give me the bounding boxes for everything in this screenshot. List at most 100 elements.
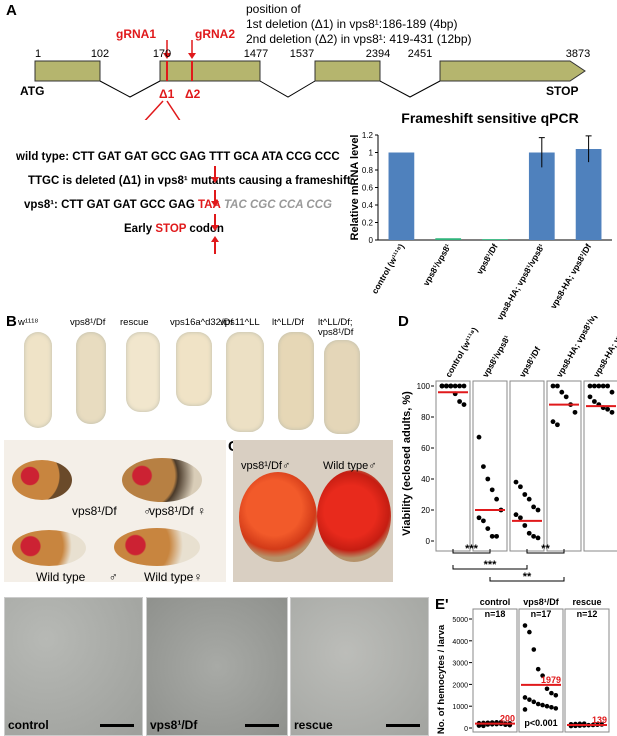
viability-y-label: Viability (eclosed adults, %)	[401, 391, 413, 536]
larvae-row: w¹¹¹⁸ vps8¹/Df rescue vps16a^d32/Df vps11^LL…	[16, 318, 361, 438]
viability-point	[439, 383, 445, 389]
viability-point	[526, 530, 532, 536]
hemocyte-point	[527, 697, 532, 702]
intron-2	[259, 80, 316, 98]
grna2-label: gRNA2	[195, 27, 235, 41]
viability-point	[481, 464, 486, 469]
position-label: 2451	[408, 48, 432, 60]
qpcr-chart: Frameshift sensitive qPCR 0 0.2 0.4 0.6 0.8 1 1…	[349, 110, 612, 320]
position-label: 170	[153, 48, 171, 60]
intron-3	[379, 80, 441, 98]
position-label: 1537	[290, 48, 314, 60]
larva-2: rescue	[120, 318, 172, 438]
hemocyte-n-label: n=12	[577, 609, 598, 619]
eye-left	[239, 472, 317, 562]
viability-point	[531, 533, 536, 539]
viability-chart: Viability (eclosed adults, %) 0 20 40 60 80 10…	[401, 316, 617, 583]
deletion-line-1: 1st deletion (Δ1) in vps8¹:186-189 (4bp)	[246, 17, 458, 31]
qpcr-tick-label: 0	[369, 236, 374, 245]
viability-point	[526, 496, 532, 502]
viability-point	[494, 533, 499, 539]
fly-label-1: vps8¹/Df ♂	[72, 504, 153, 518]
fly-3	[12, 530, 86, 566]
hemocyte-n-label: n=18	[485, 609, 506, 619]
viability-point	[550, 383, 556, 389]
fly-label-4: Wild type♀	[144, 570, 203, 584]
viability-point	[592, 383, 597, 389]
hemocyte-point	[544, 686, 550, 692]
viability-point	[476, 515, 482, 521]
hemocyte-point	[540, 702, 545, 708]
position-label: 1	[35, 48, 41, 60]
hemocyte-point	[540, 673, 545, 678]
viability-point	[592, 399, 597, 404]
delta1-label: Δ1	[159, 87, 175, 101]
viability-tick-label: 80	[421, 413, 430, 422]
hemocyte-image-vps8: vps8¹/Df	[146, 597, 288, 736]
qpcr-tick-label: 1	[369, 149, 374, 158]
eye-photo: vps8¹/Df♂ Wild type♂	[233, 440, 393, 582]
larva-0: w¹¹¹⁸	[18, 318, 70, 438]
larva-body	[324, 340, 360, 434]
viability-point	[555, 383, 560, 389]
genotype-label: vps8¹/Df	[70, 317, 106, 328]
hemocyte-category-label: control	[480, 597, 511, 607]
eye-right	[317, 470, 391, 562]
significance-label: ***	[465, 543, 479, 555]
genotype-label: vps11^LL	[220, 317, 260, 328]
significance-label: **	[541, 543, 550, 555]
fly-4	[114, 528, 200, 566]
viability-point	[572, 409, 578, 415]
viability-category-label: vps8-HA; vps8¹/Df	[591, 316, 617, 379]
viability-category-label: vps8¹/vps8¹	[480, 333, 512, 379]
eye-right-label: Wild type♂	[323, 460, 377, 472]
exon-2	[159, 60, 261, 82]
qpcr-category-label: control (w¹¹¹⁸)	[369, 242, 406, 296]
qpcr-tick-label: 0.2	[362, 219, 374, 228]
viability-point	[461, 383, 467, 389]
position-label: 3873	[566, 48, 590, 60]
larva-body	[126, 332, 160, 412]
qpcr-bar	[575, 149, 602, 240]
mutant-prefix: vps8¹: CTT GAT GAT GCC GAG	[24, 199, 198, 211]
qpcr-category-label: vps8¹/vps8¹	[421, 242, 453, 288]
grna1-label: gRNA1	[116, 27, 156, 41]
significance-label: **	[523, 571, 532, 583]
hemocyte-point	[531, 699, 537, 705]
hemocyte-tick-label: 5000	[452, 617, 468, 624]
delta2-label: Δ2	[185, 87, 201, 101]
hemocyte-point	[553, 693, 559, 698]
viability-point	[489, 487, 495, 493]
gene-structure-diagram: gRNA1 gRNA2 1 102 170 1477 1537 2394 2451 3873 …	[20, 27, 590, 120]
atg-label: ATG	[20, 84, 44, 98]
qpcr-y-label: Relative mRNA level	[349, 135, 361, 241]
significance-bracket	[489, 577, 565, 582]
hemocyte-point	[522, 707, 528, 712]
exon-1	[34, 60, 101, 82]
viability-point	[461, 402, 467, 407]
deletion-line-2: 2nd deletion (Δ2) in vps8¹: 419-431 (12b…	[246, 32, 472, 46]
viability-point	[522, 492, 528, 497]
viability-point	[600, 383, 606, 389]
deletion-title: position of	[246, 2, 301, 16]
p-value-label: p<0.001	[524, 718, 557, 728]
hemocyte-image-control: control	[4, 597, 143, 736]
hemocyte-y-label: No. of hemocytes / larva	[436, 624, 447, 734]
viability-point	[535, 535, 541, 541]
hemocyte-point	[535, 666, 541, 672]
genotype-label: w¹¹¹⁸	[18, 317, 39, 328]
viability-tick-label: 60	[421, 444, 430, 453]
viability-point	[448, 383, 454, 389]
viability-point	[555, 422, 560, 428]
hemocyte-chart: No. of hemocytes / larva 0 1000 2000 3000 400…	[436, 597, 610, 734]
position-label: 1477	[244, 48, 268, 60]
viability-point	[518, 484, 523, 490]
stop-label: STOP	[546, 84, 578, 98]
hemocyte-category-label: rescue	[572, 597, 601, 607]
mutant-rest: TAC CGC CCA CCG	[220, 199, 332, 211]
hemocyte-point	[549, 690, 554, 696]
viability-group-box	[546, 380, 582, 552]
viability-point	[476, 434, 482, 440]
qpcr-title: Frameshift sensitive qPCR	[401, 110, 578, 126]
larva-5: lt^LL/Df	[272, 318, 324, 438]
